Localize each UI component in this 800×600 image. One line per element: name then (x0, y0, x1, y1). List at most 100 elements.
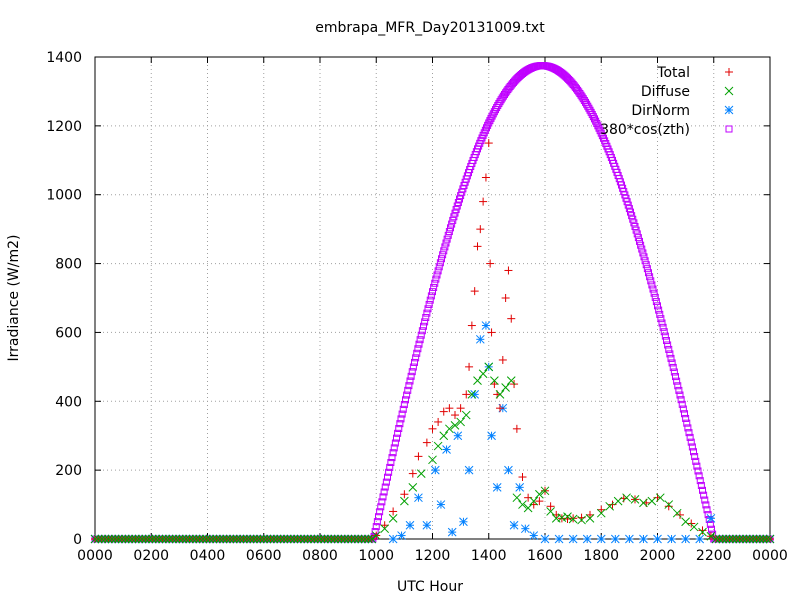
data-point (433, 441, 443, 451)
data-point (397, 531, 406, 540)
data-point (496, 404, 504, 413)
data-point (728, 534, 738, 544)
cos-zth-point (666, 350, 674, 358)
data-point (479, 197, 488, 206)
cos-zth-point (696, 477, 704, 485)
data-point (252, 534, 262, 544)
cos-zth-point (426, 296, 434, 304)
cos-zth-point (655, 306, 663, 314)
cos-zth-point (645, 269, 652, 277)
data-point (414, 493, 423, 503)
data-point (154, 534, 164, 544)
data-point (487, 328, 496, 337)
cos-zth-point (634, 234, 642, 242)
data-point (445, 404, 454, 413)
cos-zth-point (384, 473, 391, 481)
cos-zth-point (667, 354, 675, 362)
cos-zth-point (386, 463, 394, 471)
legend-label: DirNorm (631, 103, 690, 119)
data-point (450, 421, 460, 430)
data-point (239, 534, 248, 544)
data-point (495, 390, 505, 399)
legend-marker (724, 105, 734, 115)
data-point (625, 534, 634, 544)
cos-zth-point (702, 501, 710, 509)
cos-zth-point (668, 359, 676, 367)
cos-zth-point (659, 323, 667, 331)
data-point (97, 534, 107, 544)
data-point (310, 534, 319, 544)
cos-zth-point (686, 433, 694, 441)
cos-zth-point (673, 377, 681, 385)
data-point (158, 534, 167, 544)
cos-zth-point (589, 113, 597, 121)
cos-zth-point (694, 467, 702, 475)
cos-zth-point (630, 219, 638, 227)
data-point (405, 520, 415, 530)
data-point (630, 495, 640, 504)
cos-zth-point (376, 508, 384, 516)
cos-zth-point (417, 331, 425, 339)
cos-zth-point (377, 503, 385, 511)
data-point (178, 534, 188, 544)
data-point (501, 294, 510, 302)
x-tick-label: 2200 (696, 548, 732, 564)
data-point (467, 321, 476, 330)
data-point (748, 534, 758, 544)
cos-zth-point (629, 215, 637, 223)
data-point (512, 424, 521, 433)
cos-zth-point (641, 257, 649, 265)
legend-label: Total (656, 65, 690, 81)
cos-zth-point (484, 121, 492, 129)
data-point (337, 534, 346, 544)
cos-zth-point (433, 271, 441, 279)
data-point (681, 517, 690, 527)
cos-zth-point (431, 279, 439, 287)
data-point (512, 493, 522, 503)
cos-zth-point (695, 472, 703, 480)
cos-zth-point (390, 444, 398, 452)
data-point (735, 534, 744, 544)
data-point (653, 534, 662, 544)
cos-zth-point (379, 493, 387, 501)
data-point (357, 534, 366, 544)
data-point (316, 534, 326, 544)
data-point (299, 534, 309, 544)
data-point (110, 534, 120, 544)
cos-zth-point (650, 289, 658, 297)
x-axis-label: UTC Hour (397, 579, 463, 595)
y-axis-label: Irradiance (W/m2) (6, 235, 22, 362)
y-tick-label: 600 (55, 325, 82, 341)
data-point (492, 483, 502, 492)
data-point (745, 534, 755, 544)
data-point (554, 534, 564, 544)
data-point (762, 534, 771, 544)
cos-zth-point (636, 237, 643, 245)
cos-zth-point (627, 208, 634, 216)
data-point (486, 259, 495, 268)
cos-zth-point (438, 255, 445, 263)
data-point (134, 534, 144, 544)
data-point (191, 534, 201, 544)
cos-zth-point (421, 318, 429, 326)
data-point (333, 534, 343, 544)
data-point (610, 534, 620, 544)
data-point (313, 534, 323, 544)
data-point (141, 534, 150, 544)
data-point (484, 139, 493, 148)
cos-zth-point (681, 410, 688, 418)
cos-zth-point (682, 414, 690, 422)
data-point (464, 465, 474, 475)
data-point (326, 534, 336, 544)
x-tick-label: 2000 (640, 548, 676, 564)
cos-zth-point (424, 305, 432, 313)
cos-zth-point (701, 496, 709, 504)
data-point (266, 534, 275, 544)
cos-zth-point (638, 245, 646, 253)
data-point (434, 417, 443, 426)
axis-ticks: 0000 0200 0400 0600 0800 1000 1200 1400 1600 1800… (46, 50, 787, 564)
data-point (515, 483, 525, 492)
data-point (546, 502, 555, 511)
data-point (181, 534, 191, 544)
cos-zth-point (700, 491, 708, 499)
